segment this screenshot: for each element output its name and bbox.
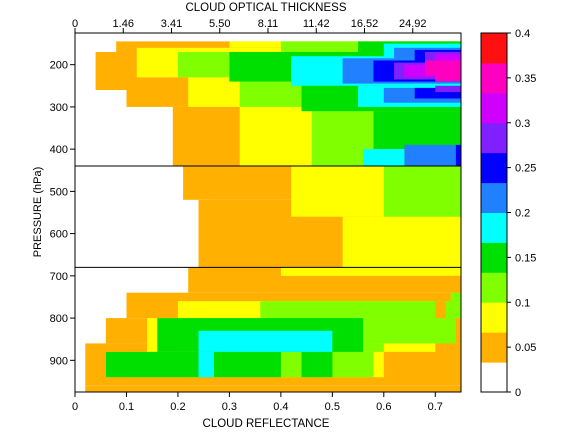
heatmap-cell (363, 149, 405, 166)
heatmap-cell (450, 292, 461, 318)
colorbar-tick-label: 0.2 (515, 208, 530, 220)
x-tick-label: 0.4 (273, 401, 288, 413)
colorbar-bin (481, 272, 507, 303)
heatmap-cell (105, 351, 281, 378)
reference-lines (75, 165, 461, 268)
colorbar-bin (481, 122, 507, 154)
x-tick-label: 0.1 (119, 401, 134, 413)
top-tick-label: 24.92 (399, 18, 427, 30)
y-tick-label: 300 (50, 102, 68, 114)
colorbar-bin (481, 362, 507, 393)
colorbar-tick-label: 0.1 (515, 297, 530, 309)
x-tick-label: 0.6 (376, 401, 391, 413)
colorbar-bin (481, 242, 507, 273)
colorbar-tick-label: 0 (515, 387, 521, 399)
plot-area (74, 32, 462, 393)
colorbar-bin (481, 152, 507, 184)
top-tick-label: 16.52 (351, 18, 379, 30)
colorbar: 0 0.05 0.1 0.15 0.2 0.25 0.3 0.35 0.4 (480, 28, 536, 399)
colorbar-tick-label: 0.25 (515, 163, 536, 175)
top-tick-label: 0 (72, 18, 78, 30)
heatmap-cell (435, 301, 446, 319)
heatmap-cell (435, 54, 461, 65)
heatmap-cell (85, 385, 461, 392)
top-axis-ticks: 0 1.46 3.41 5.50 8.11 11.42 16.52 24.92 (72, 18, 427, 33)
colorbar-bin (481, 302, 507, 333)
y-tick-label: 400 (50, 144, 68, 156)
top-tick-label: 5.50 (209, 18, 230, 30)
y-axis-label: PRESSURE (hPa) (32, 167, 44, 257)
y-tick-label: 700 (50, 271, 68, 283)
chart-title: CLOUD OPTICAL THICKNESS (185, 2, 346, 14)
y-tick-label: 600 (50, 229, 68, 241)
colorbar-tick-label: 0.35 (515, 73, 536, 85)
x-tick-label: 0.5 (325, 401, 340, 413)
heatmap-cell (414, 87, 461, 99)
heatmap-cell (373, 111, 461, 150)
x-tick-label: 0.3 (222, 401, 237, 413)
colorbar-bin (481, 92, 507, 124)
colorbar-bin (481, 182, 507, 213)
colorbar-tick-label: 0.3 (515, 118, 530, 130)
heatmap-cell (280, 267, 461, 276)
y-tick-label: 500 (50, 186, 68, 198)
colorbar-ticks: 0 0.05 0.1 0.15 0.2 0.25 0.3 0.35 0.4 (507, 28, 536, 399)
colorbar-tick-label: 0.15 (515, 252, 536, 264)
heatmap-cell (75, 33, 461, 42)
y-tick-label: 800 (50, 313, 68, 325)
heatmap-cell (198, 351, 214, 378)
heatmap-cell (404, 144, 461, 166)
heatmap-cell (435, 75, 461, 82)
heatmap-cell (455, 144, 461, 166)
x-axis-label: CLOUD REFLECTANCE (203, 418, 330, 430)
colorbar-bin (481, 212, 507, 243)
top-tick-label: 11.42 (303, 18, 330, 30)
heatmap-cell (383, 166, 461, 217)
colorbar-bin (481, 332, 507, 363)
colorbar-bins (481, 33, 507, 393)
top-tick-label: 1.46 (113, 18, 134, 30)
y-tick-label: 200 (50, 60, 68, 72)
colorbar-bin (481, 33, 507, 64)
colorbar-tick-label: 0.05 (515, 342, 536, 354)
top-tick-label: 8.11 (258, 18, 279, 30)
heatmap-cell (425, 60, 461, 76)
y-axis-ticks: 200 300 400 500 600 700 800 900 (50, 60, 75, 367)
heatmap-cell (342, 216, 461, 268)
x-tick-label: 0 (72, 401, 78, 413)
heatmap-cell (260, 301, 456, 319)
x-tick-label: 0.7 (428, 401, 443, 413)
top-tick-label: 3.41 (161, 18, 182, 30)
x-tick-label: 0.2 (170, 401, 185, 413)
colorbar-tick-label: 0.4 (515, 28, 530, 40)
heatmap-cell (435, 85, 461, 93)
y-tick-label: 900 (50, 355, 68, 367)
heatmap-cell (198, 330, 333, 352)
heatmap-cells (75, 33, 461, 392)
heatmap-cell (301, 351, 333, 378)
x-axis-ticks: 0 0.1 0.2 0.3 0.4 0.5 0.6 0.7 (72, 392, 443, 413)
colorbar-bin (481, 62, 507, 94)
